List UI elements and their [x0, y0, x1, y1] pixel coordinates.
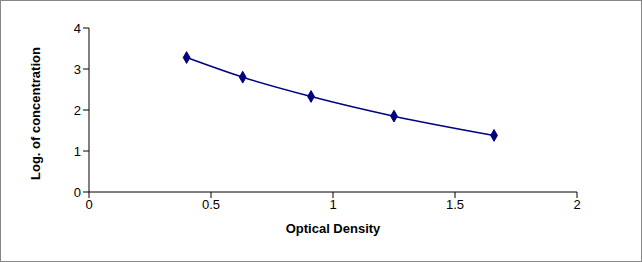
svg-text:3: 3 [74, 62, 81, 77]
svg-text:0: 0 [74, 185, 81, 200]
svg-text:2: 2 [573, 197, 580, 212]
svg-text:0: 0 [85, 197, 92, 212]
svg-text:Optical Density: Optical Density [286, 221, 381, 236]
svg-text:1: 1 [329, 197, 336, 212]
svg-text:2: 2 [74, 103, 81, 118]
svg-text:1.5: 1.5 [446, 197, 464, 212]
svg-text:0.5: 0.5 [202, 197, 220, 212]
svg-text:Log. of concentration: Log. of concentration [28, 47, 43, 180]
svg-text:4: 4 [74, 21, 81, 36]
svg-text:1: 1 [74, 144, 81, 159]
